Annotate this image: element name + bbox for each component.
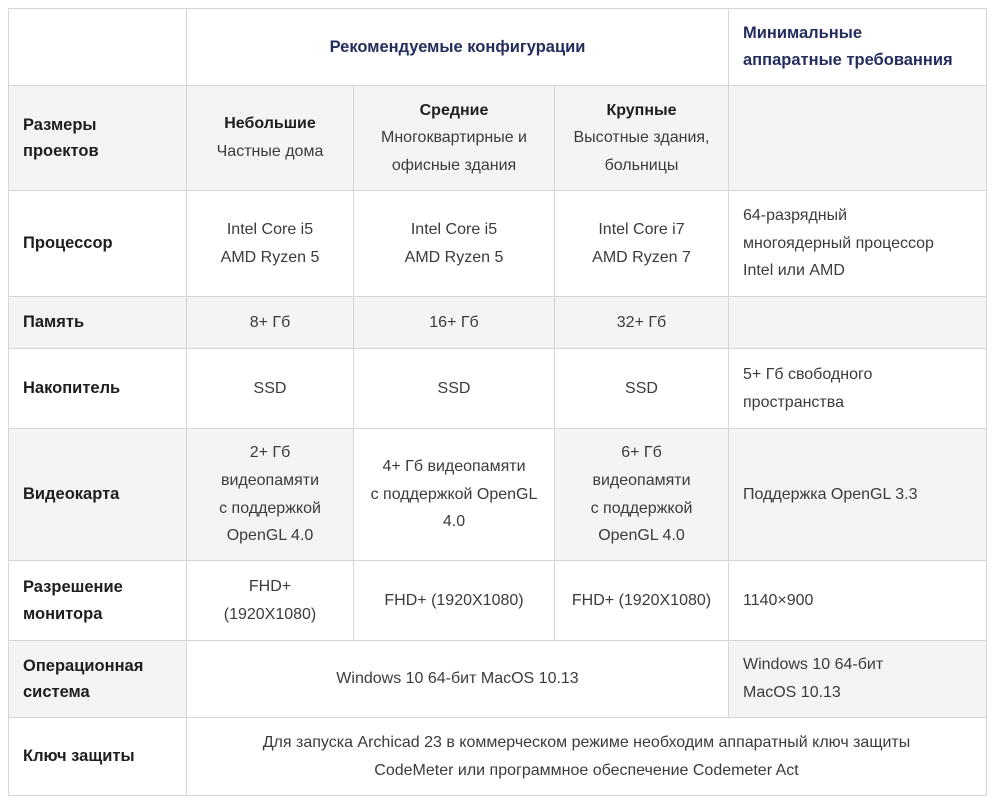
project-size-small-desc: Частные дома bbox=[216, 143, 324, 160]
project-size-medium-title: Средние bbox=[419, 101, 489, 119]
cpu-minimal-line2: многоядерный процессор bbox=[743, 234, 934, 252]
display-small-cell: FHD+ (1920X1080) bbox=[186, 560, 354, 641]
header-row: Рекомендуемые конфигурации Минимальные а… bbox=[8, 8, 987, 86]
protection-key-label: Ключ защиты bbox=[8, 717, 187, 796]
ram-minimal-cell bbox=[728, 296, 987, 349]
display-large-cell: FHD+ (1920X1080) bbox=[554, 560, 729, 641]
os-minimal-line1: Windows 10 64-бит bbox=[743, 656, 884, 674]
os-minimal-cell: Windows 10 64-бит MacOS 10.13 bbox=[728, 640, 987, 718]
project-sizes-label: Размеры проектов bbox=[8, 85, 187, 191]
display-medium-cell: FHD+ (1920X1080) bbox=[353, 560, 555, 641]
row-gpu: Видеокарта 2+ Гб видеопамяти с поддержко… bbox=[8, 428, 987, 561]
project-size-large-title: Крупные bbox=[606, 101, 677, 119]
gpu-large-text: 6+ Гб видеопамяти с поддержкой OpenGL 4.… bbox=[590, 444, 693, 545]
row-display-resolution: Разрешение монитора FHD+ (1920X1080) FHD… bbox=[8, 560, 987, 641]
row-storage: Накопитель SSD SSD SSD 5+ Гб свободного … bbox=[8, 348, 987, 429]
storage-label: Накопитель bbox=[8, 348, 187, 429]
cpu-medium-cell: Intel Core i5 AMD Ryzen 5 bbox=[353, 190, 555, 297]
gpu-large-cell: 6+ Гб видеопамяти с поддержкой OpenGL 4.… bbox=[554, 428, 729, 561]
storage-small-cell: SSD bbox=[186, 348, 354, 429]
cpu-small-line2: AMD Ryzen 5 bbox=[220, 248, 320, 266]
row-operating-system: Операционная система Windows 10 64-бит M… bbox=[8, 640, 987, 718]
storage-large-cell: SSD bbox=[554, 348, 729, 429]
minimal-requirements-header: Минимальные аппаратные требованния bbox=[728, 8, 987, 86]
cpu-medium-line1: Intel Core i5 bbox=[410, 220, 498, 238]
gpu-medium-cell: 4+ Гб видеопамяти с поддержкой OpenGL 4.… bbox=[353, 428, 555, 561]
ram-large-cell: 32+ Гб bbox=[554, 296, 729, 349]
gpu-small-cell: 2+ Гб видеопамяти с поддержкой OpenGL 4.… bbox=[186, 428, 354, 561]
gpu-small-text: 2+ Гб видеопамяти с поддержкой OpenGL 4.… bbox=[219, 444, 321, 545]
cpu-minimal-line3: Intel или AMD bbox=[743, 262, 845, 280]
project-size-medium-cell: Средние Многоквартирные и офисные здания bbox=[353, 85, 555, 191]
os-combined-cell: Windows 10 64-бит MacOS 10.13 bbox=[186, 640, 729, 718]
project-size-large-desc: Высотные здания, больницы bbox=[573, 129, 710, 174]
gpu-minimal-cell: Поддержка OpenGL 3.3 bbox=[728, 428, 987, 561]
os-minimal-line2: MacOS 10.13 bbox=[743, 684, 841, 701]
gpu-label: Видеокарта bbox=[8, 428, 187, 561]
display-resolution-label: Разрешение монитора bbox=[8, 560, 187, 641]
cpu-small-cell: Intel Core i5 AMD Ryzen 5 bbox=[186, 190, 354, 297]
recommended-configs-header: Рекомендуемые конфигурации bbox=[186, 8, 729, 86]
project-size-large-cell: Крупные Высотные здания, больницы bbox=[554, 85, 729, 191]
cpu-large-cell: Intel Core i7 AMD Ryzen 7 bbox=[554, 190, 729, 297]
minimal-requirements-line2: аппаратные требованния bbox=[743, 51, 953, 69]
display-minimal-cell: 1140×900 bbox=[728, 560, 987, 641]
project-size-minimal-cell bbox=[728, 85, 987, 191]
protection-key-line2: CodeMeter или программное обеспечение Co… bbox=[374, 761, 799, 779]
cpu-large-line2: AMD Ryzen 7 bbox=[592, 248, 691, 266]
storage-minimal-cell: 5+ Гб свободного пространства bbox=[728, 348, 987, 429]
cpu-minimal-line1: 64-разрядный bbox=[743, 207, 848, 225]
row-ram: Память 8+ Гб 16+ Гб 32+ Гб bbox=[8, 296, 987, 349]
corner-cell bbox=[8, 8, 187, 86]
project-size-medium-desc: Многоквартирные и офисные здания bbox=[381, 129, 527, 174]
cpu-label: Процессор bbox=[8, 190, 187, 297]
ram-medium-cell: 16+ Гб bbox=[353, 296, 555, 349]
project-size-small-cell: Небольшие Частные дома bbox=[186, 85, 354, 191]
cpu-small-line1: Intel Core i5 bbox=[226, 220, 314, 238]
protection-key-line1: Для запуска Archicad 23 в коммерческом р… bbox=[262, 733, 911, 751]
row-cpu: Процессор Intel Core i5 AMD Ryzen 5 Inte… bbox=[8, 190, 987, 297]
cpu-medium-line2: AMD Ryzen 5 bbox=[404, 248, 504, 266]
row-protection-key: Ключ защиты Для запуска Archicad 23 в ко… bbox=[8, 717, 987, 796]
os-label: Операционная система bbox=[8, 640, 187, 718]
spec-table: Рекомендуемые конфигурации Минимальные а… bbox=[8, 8, 987, 796]
row-project-sizes: Размеры проектов Небольшие Частные дома … bbox=[8, 85, 987, 191]
cpu-large-line1: Intel Core i7 bbox=[598, 220, 685, 238]
storage-medium-cell: SSD bbox=[353, 348, 555, 429]
protection-key-cell: Для запуска Archicad 23 в коммерческом р… bbox=[186, 717, 987, 796]
ram-label: Память bbox=[8, 296, 187, 349]
cpu-minimal-cell: 64-разрядный многоядерный процессор Inte… bbox=[728, 190, 987, 297]
project-size-small-title: Небольшие bbox=[224, 115, 316, 133]
minimal-requirements-line1: Минимальные bbox=[743, 23, 863, 42]
ram-small-cell: 8+ Гб bbox=[186, 296, 354, 349]
